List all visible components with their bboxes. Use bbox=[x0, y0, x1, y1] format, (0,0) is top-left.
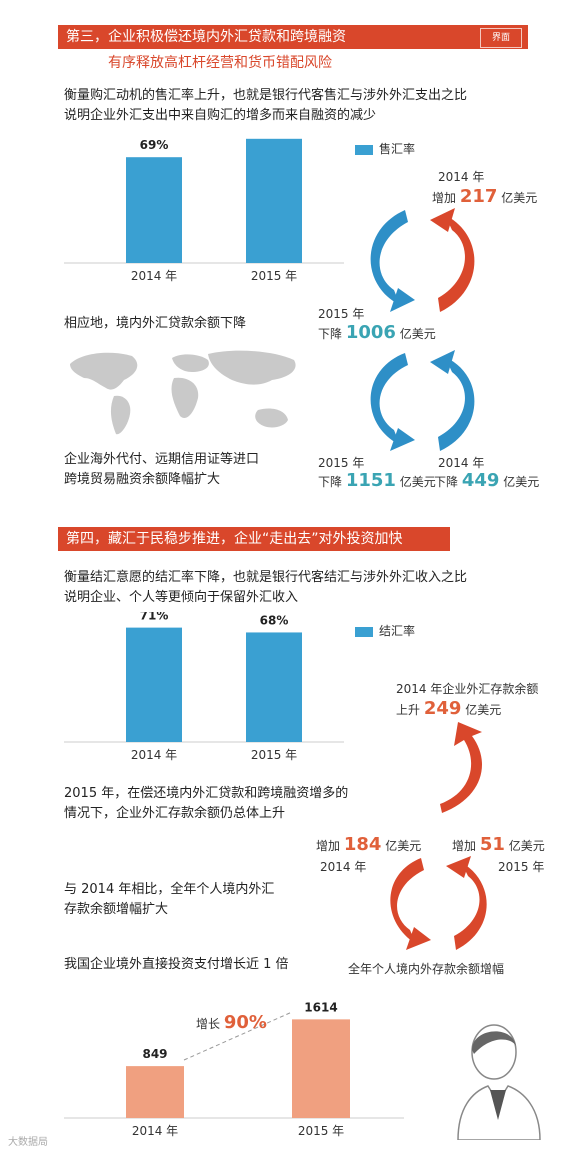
bar-value-label-0: 71% bbox=[140, 612, 169, 623]
chart-settle-rate: 71% 2014 年 68% 2015 年 bbox=[64, 612, 344, 762]
section3-desc-line2: 说明企业外汇支出中来自购汇的增多而来自融资的减少 bbox=[64, 108, 377, 123]
legend-sell-rate-label: 售汇率 bbox=[379, 142, 416, 156]
bar-category-label-0: 2014 年 bbox=[131, 269, 177, 283]
up-arrow-icon bbox=[440, 722, 482, 813]
cycle-arrows-icon bbox=[370, 208, 475, 312]
section3-subtitle: 有序释放高杠杆经营和货币错配风险 bbox=[108, 55, 332, 71]
bar-category-label-0: 2014 年 bbox=[131, 748, 177, 762]
bar-1 bbox=[246, 632, 302, 742]
growth-dashed-line bbox=[183, 1011, 293, 1061]
bar-category-label-0: 2014 年 bbox=[132, 1124, 178, 1138]
businessman-icon bbox=[457, 1024, 541, 1140]
red-cycle-arrows-icon bbox=[390, 856, 487, 950]
bar-1 bbox=[292, 1019, 350, 1118]
pers-caption: 全年个人境内外存款余额增幅 bbox=[348, 962, 505, 976]
legend-swatch bbox=[355, 626, 373, 637]
bar-0 bbox=[126, 627, 182, 742]
bar-category-label-1: 2015 年 bbox=[298, 1124, 344, 1138]
bar-value-label-0: 849 bbox=[142, 1047, 167, 1061]
cycle-arrows-icon-2 bbox=[370, 350, 475, 451]
chart-odi: 849 2014 年 1614 2015 年 bbox=[64, 1000, 404, 1138]
ann-2014: 增加 217 亿美元 bbox=[432, 186, 538, 207]
odi-text: 我国企业境外直接投资支付增长近 1 倍 bbox=[64, 957, 289, 972]
footer-logo: 大数据局 bbox=[8, 1137, 48, 1148]
chart-sell-rate: 69%2014 年81%2015 年 bbox=[64, 138, 344, 283]
section3-banner: 第三，企业积极偿还境内外汇贷款和跨境融资 界面 bbox=[58, 25, 528, 49]
pers-2015-year: 2015 年 bbox=[498, 860, 545, 874]
pers-2014-year: 2014 年 bbox=[320, 860, 367, 874]
bar-value-label-1: 68% bbox=[260, 613, 289, 627]
deposit-line1: 2015 年，在偿还境内外汇贷款和跨境融资增多的 bbox=[64, 786, 349, 801]
legend-settle-rate-label: 结汇率 bbox=[379, 624, 416, 638]
section4-banner: 第四，藏汇于民稳步推进，企业“走出去”对外投资加快 bbox=[58, 527, 450, 551]
corp-dep-title: 2014 年企业外汇存款余额 bbox=[396, 682, 539, 696]
jiemian-logo: 界面 bbox=[480, 28, 522, 48]
personal-line2: 存款余额增幅扩大 bbox=[64, 902, 169, 917]
bar-value-label-0: 69% bbox=[140, 138, 169, 152]
section4-banner-text: 第四，藏汇于民稳步推进，企业“走出去”对外投资加快 bbox=[66, 531, 403, 547]
section4-desc-line2: 说明企业、个人等更倾向于保留外汇收入 bbox=[64, 590, 299, 605]
bar-0 bbox=[126, 1066, 184, 1118]
trade-2015-year: 2015 年 bbox=[318, 456, 365, 470]
legend-sell-rate: 售汇率 bbox=[355, 140, 415, 157]
trade-line1: 企业海外代付、远期信用证等进口 bbox=[64, 452, 260, 467]
growth-label: 增长 90% bbox=[196, 1012, 267, 1033]
deposit-line2: 情况下，企业外汇存款余额仍总体上升 bbox=[64, 806, 286, 821]
ann-2015: 下降 1006 亿美元 bbox=[318, 322, 436, 343]
ann-2015-year: 2015 年 bbox=[318, 307, 365, 321]
personal-line1: 与 2014 年相比，全年个人境内外汇 bbox=[64, 882, 275, 897]
trade-2015: 下降 1151 亿美元 bbox=[318, 470, 436, 491]
pers-2015: 增加 51 亿美元 bbox=[452, 834, 545, 855]
pers-2014: 增加 184 亿美元 bbox=[316, 834, 422, 855]
ann-2014-year: 2014 年 bbox=[438, 170, 485, 184]
bar-value-label-1: 1614 bbox=[304, 1000, 337, 1014]
world-map-icon bbox=[70, 350, 296, 435]
bar-category-label-1: 2015 年 bbox=[251, 269, 297, 283]
bar-1 bbox=[246, 138, 302, 263]
loan-text: 相应地，境内外汇贷款余额下降 bbox=[64, 316, 247, 331]
trade-line2: 跨境贸易融资余额降幅扩大 bbox=[64, 472, 221, 487]
bar-0 bbox=[126, 157, 182, 263]
bar-category-label-1: 2015 年 bbox=[251, 748, 297, 762]
trade-2014: 下降 449 亿美元 bbox=[434, 470, 540, 491]
trade-2014-year: 2014 年 bbox=[438, 456, 485, 470]
legend-swatch bbox=[355, 144, 373, 155]
corp-dep: 上升 249 亿美元 bbox=[396, 698, 502, 719]
section3-desc-line1: 衡量购汇动机的售汇率上升，也就是银行代客售汇与涉外外汇支出之比 bbox=[64, 88, 468, 103]
section4-desc-line1: 衡量结汇意愿的结汇率下降，也就是银行代客结汇与涉外外汇收入之比 bbox=[64, 570, 468, 585]
legend-settle-rate: 结汇率 bbox=[355, 622, 415, 639]
section3-banner-text: 第三，企业积极偿还境内外汇贷款和跨境融资 bbox=[66, 29, 346, 45]
